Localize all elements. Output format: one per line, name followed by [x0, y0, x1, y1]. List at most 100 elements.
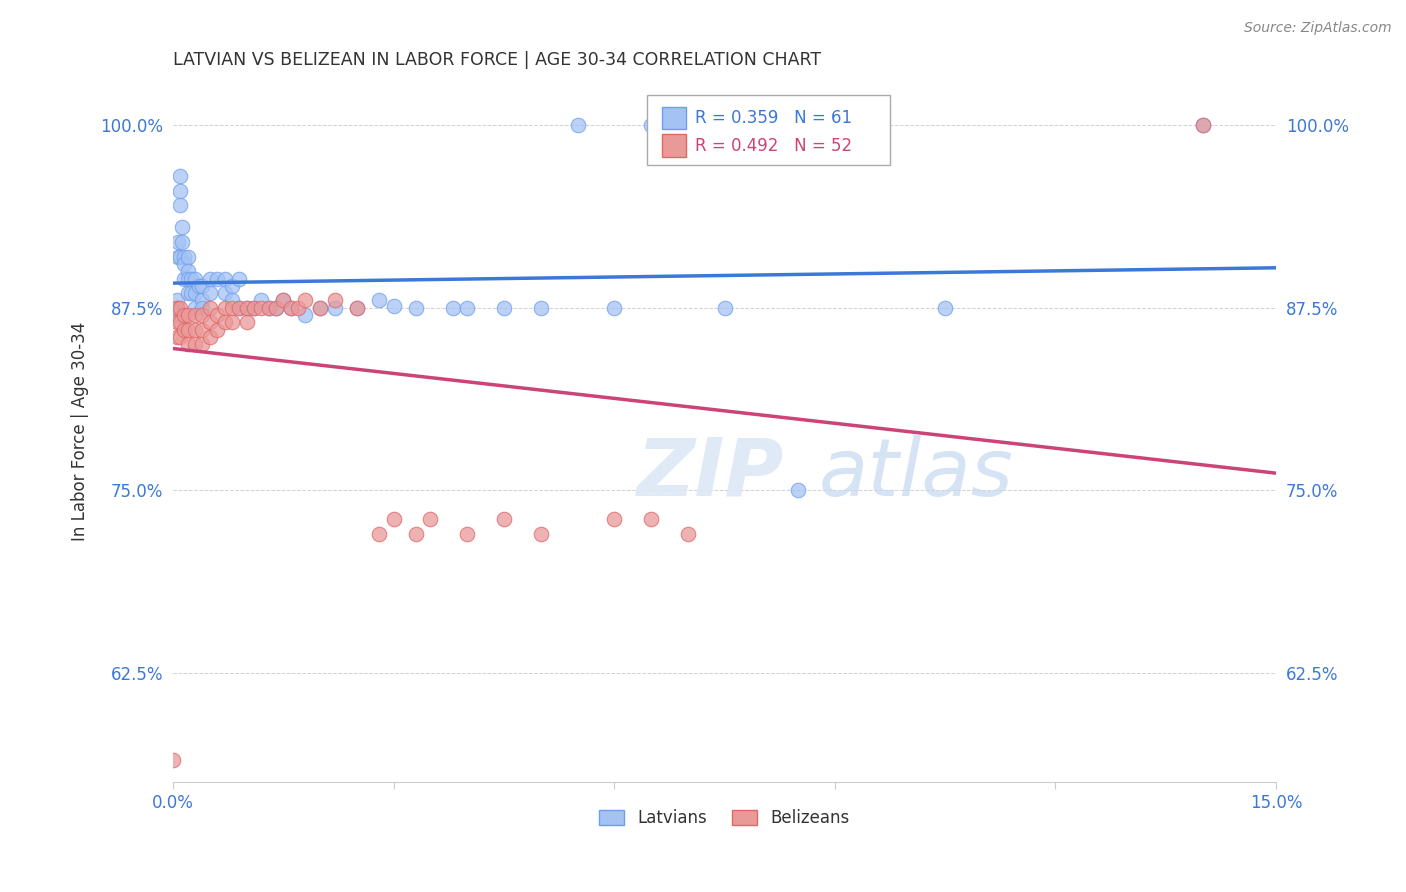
- Point: [346, 301, 368, 315]
- Point: [1191, 118, 1213, 132]
- Point: [280, 301, 302, 315]
- Point: [184, 337, 207, 351]
- Point: [492, 301, 515, 315]
- Point: [309, 301, 332, 315]
- Point: [198, 315, 221, 329]
- Point: [221, 293, 243, 308]
- Point: [173, 250, 195, 264]
- Point: [640, 512, 662, 526]
- Point: [567, 118, 589, 132]
- Point: [287, 301, 309, 315]
- Point: [405, 527, 427, 541]
- Point: [170, 235, 193, 249]
- Point: [173, 257, 195, 271]
- Point: [184, 323, 207, 337]
- Point: [382, 512, 405, 526]
- Text: LATVIAN VS BELIZEAN IN LABOR FORCE | AGE 30-34 CORRELATION CHART: LATVIAN VS BELIZEAN IN LABOR FORCE | AGE…: [173, 51, 821, 69]
- Point: [264, 301, 287, 315]
- Point: [177, 250, 200, 264]
- Legend: Latvians, Belizeans: Latvians, Belizeans: [592, 802, 856, 834]
- Point: [214, 286, 236, 301]
- Bar: [662, 107, 686, 129]
- Point: [228, 271, 250, 285]
- Point: [169, 198, 191, 212]
- Point: [368, 527, 391, 541]
- Point: [787, 483, 810, 498]
- Point: [177, 264, 200, 278]
- Point: [713, 301, 735, 315]
- Point: [456, 301, 478, 315]
- Point: [167, 235, 190, 249]
- Point: [173, 271, 195, 285]
- Point: [170, 220, 193, 235]
- Point: [273, 293, 295, 308]
- Point: [405, 301, 427, 315]
- Point: [169, 315, 191, 329]
- Point: [198, 301, 221, 315]
- Point: [214, 315, 236, 329]
- Point: [214, 271, 236, 285]
- Point: [169, 330, 191, 344]
- Point: [177, 337, 200, 351]
- Point: [228, 301, 250, 315]
- Point: [235, 301, 257, 315]
- Point: [934, 301, 956, 315]
- Point: [280, 301, 302, 315]
- Point: [205, 323, 228, 337]
- Point: [419, 512, 441, 526]
- Point: [184, 286, 207, 301]
- Point: [243, 301, 266, 315]
- Point: [162, 754, 184, 768]
- Point: [264, 301, 287, 315]
- Point: [235, 301, 257, 315]
- Point: [368, 293, 391, 308]
- Point: [191, 301, 214, 315]
- Point: [191, 293, 214, 308]
- Point: [177, 271, 200, 285]
- Point: [166, 301, 188, 315]
- Text: Source: ZipAtlas.com: Source: ZipAtlas.com: [1244, 21, 1392, 35]
- Point: [676, 527, 699, 541]
- Point: [191, 278, 214, 293]
- FancyBboxPatch shape: [647, 95, 890, 166]
- Point: [173, 323, 195, 337]
- Point: [191, 337, 214, 351]
- Point: [221, 301, 243, 315]
- Point: [382, 299, 405, 313]
- Point: [169, 301, 191, 315]
- Point: [177, 323, 200, 337]
- Point: [167, 250, 190, 264]
- Point: [169, 250, 191, 264]
- Point: [346, 301, 368, 315]
- Text: atlas: atlas: [818, 435, 1014, 513]
- Point: [166, 330, 188, 344]
- Point: [294, 308, 316, 322]
- Point: [198, 271, 221, 285]
- Point: [530, 301, 553, 315]
- Point: [191, 308, 214, 322]
- Text: R = 0.359   N = 61: R = 0.359 N = 61: [695, 109, 852, 127]
- Point: [323, 301, 346, 315]
- Point: [184, 308, 207, 322]
- Point: [205, 271, 228, 285]
- Point: [184, 271, 207, 285]
- Point: [180, 271, 202, 285]
- Point: [294, 293, 316, 308]
- Point: [205, 308, 228, 322]
- Point: [323, 293, 346, 308]
- Point: [166, 293, 188, 308]
- Point: [273, 293, 295, 308]
- Bar: [662, 135, 686, 157]
- Text: R = 0.492   N = 52: R = 0.492 N = 52: [695, 136, 852, 154]
- Point: [214, 301, 236, 315]
- Point: [492, 512, 515, 526]
- Point: [441, 301, 464, 315]
- Point: [221, 315, 243, 329]
- Point: [250, 293, 273, 308]
- Point: [603, 512, 626, 526]
- Point: [250, 301, 273, 315]
- Point: [177, 308, 200, 322]
- Point: [173, 308, 195, 322]
- Point: [184, 301, 207, 315]
- Point: [166, 308, 188, 322]
